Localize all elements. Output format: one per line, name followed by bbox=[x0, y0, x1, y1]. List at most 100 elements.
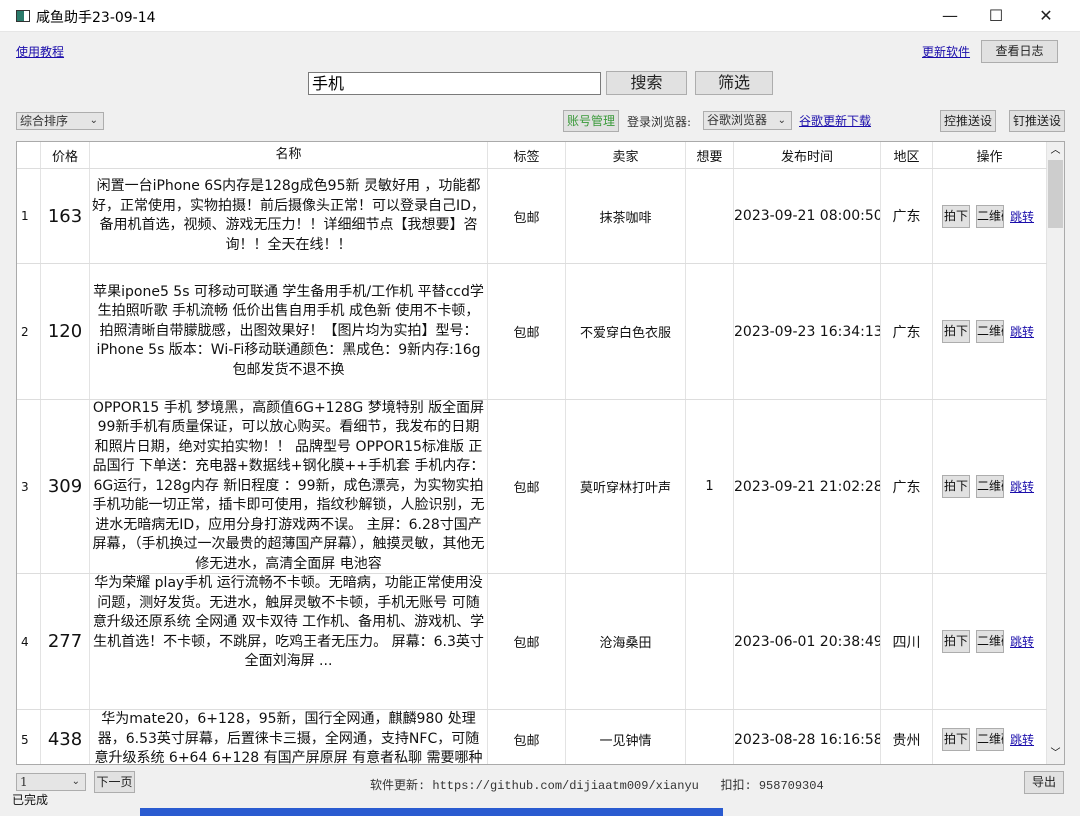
seller: 莫听穿林打叶声 bbox=[566, 400, 686, 573]
header-name[interactable]: 名称 bbox=[90, 142, 488, 168]
jump-link[interactable]: 跳转 bbox=[1010, 325, 1035, 339]
header-time[interactable]: 发布时间 bbox=[734, 142, 881, 168]
filter-button[interactable]: 筛选 bbox=[695, 71, 773, 95]
region: 贵州 bbox=[881, 710, 933, 764]
seller: 抹茶咖啡 bbox=[566, 169, 686, 263]
item-name: 华为mate20，6+128，95新，国行全网通，麒麟980 处理器，6.53英… bbox=[90, 710, 488, 764]
item-name: OPPOR15 手机 梦境黑，高颜值6G+128G 梦境特别 版全面屏99新手机… bbox=[90, 400, 488, 573]
jump-link[interactable]: 跳转 bbox=[1010, 635, 1035, 649]
browser-label: 登录浏览器: bbox=[627, 115, 692, 129]
minimize-button[interactable]: — bbox=[942, 6, 958, 25]
buy-button[interactable]: 拍下 bbox=[942, 630, 970, 653]
actions-cell: 拍下二维码跳转 bbox=[933, 264, 1047, 399]
search-input[interactable]: 手机 bbox=[308, 72, 601, 95]
row-index: 3 bbox=[17, 400, 41, 573]
tag: 包邮 bbox=[488, 710, 566, 764]
push-settings-button-2[interactable]: 钉推送设 bbox=[1009, 110, 1065, 132]
tag: 包邮 bbox=[488, 400, 566, 573]
table-row[interactable]: 1 163 闲置一台iPhone 6S内存是128g成色95新 灵敏好用 ，功能都好… bbox=[17, 169, 1047, 264]
want-count bbox=[686, 710, 734, 764]
qr-code-button[interactable]: 二维码 bbox=[976, 728, 1004, 751]
header-tag[interactable]: 标签 bbox=[488, 142, 566, 168]
app-icon bbox=[16, 10, 30, 22]
next-page-button[interactable]: 下一页 bbox=[94, 771, 135, 793]
scrollbar-thumb[interactable] bbox=[1048, 160, 1063, 228]
tag: 包邮 bbox=[488, 574, 566, 709]
jump-link[interactable]: 跳转 bbox=[1010, 733, 1035, 747]
region: 四川 bbox=[881, 574, 933, 709]
export-button[interactable]: 导出 bbox=[1024, 771, 1064, 794]
scroll-up-icon[interactable]: ︿ bbox=[1050, 145, 1061, 156]
account-management-button[interactable]: 账号管理 bbox=[563, 110, 619, 132]
header-seller[interactable]: 卖家 bbox=[566, 142, 686, 168]
sort-select-value: 综合排序 bbox=[20, 114, 69, 128]
qr-code-button[interactable]: 二维码 bbox=[976, 204, 1004, 228]
browser-select[interactable]: 谷歌浏览器 ⌄ bbox=[703, 111, 792, 130]
actions-cell: 拍下二维码跳转 bbox=[933, 574, 1047, 709]
update-software-link[interactable]: 更新软件 bbox=[922, 45, 971, 59]
header-region[interactable]: 地区 bbox=[881, 142, 933, 168]
chevron-down-icon: ⌄ bbox=[71, 776, 80, 787]
publish-time: 2023-08-28 16:16:58 bbox=[734, 710, 881, 764]
status-text: 已完成 bbox=[12, 793, 49, 807]
buy-button[interactable]: 拍下 bbox=[942, 320, 970, 343]
row-index: 4 bbox=[17, 574, 41, 709]
table-row[interactable]: 5 438 华为mate20，6+128，95新，国行全网通，麒麟980 处理器，6… bbox=[17, 710, 1047, 764]
item-name: 华为荣耀 play手机 运行流畅不卡顿。无暗病，功能正常使用没问题，测好发货。无… bbox=[90, 574, 488, 709]
tutorial-link[interactable]: 使用教程 bbox=[16, 45, 65, 59]
publish-time: 2023-09-21 21:02:28 bbox=[734, 400, 881, 573]
region: 广东 bbox=[881, 169, 933, 263]
table-header: 价格 名称 标签 卖家 想要 发布时间 地区 操作 bbox=[17, 142, 1047, 169]
header-price[interactable]: 价格 bbox=[41, 142, 90, 168]
price: 277 bbox=[41, 574, 90, 709]
header-want[interactable]: 想要 bbox=[686, 142, 734, 168]
want-count bbox=[686, 169, 734, 263]
want-count: 1 bbox=[686, 400, 734, 573]
maximize-button[interactable]: ☐ bbox=[988, 6, 1004, 25]
want-count bbox=[686, 574, 734, 709]
price: 120 bbox=[41, 264, 90, 399]
buy-button[interactable]: 拍下 bbox=[942, 204, 970, 228]
publish-time: 2023-09-21 08:00:50 bbox=[734, 169, 881, 263]
buy-button[interactable]: 拍下 bbox=[942, 728, 970, 751]
seller: 不爱穿白色衣服 bbox=[566, 264, 686, 399]
publish-time: 2023-06-01 20:38:49 bbox=[734, 574, 881, 709]
tag: 包邮 bbox=[488, 264, 566, 399]
scroll-down-icon[interactable]: ﹀ bbox=[1050, 748, 1061, 759]
page-select[interactable]: 1 ⌄ bbox=[16, 773, 86, 791]
search-button[interactable]: 搜索 bbox=[606, 71, 687, 95]
chrome-download-link[interactable]: 谷歌更新下载 bbox=[799, 114, 872, 128]
seller: 一见钟情 bbox=[566, 710, 686, 764]
view-log-button[interactable]: 查看日志 bbox=[981, 40, 1058, 63]
vertical-scrollbar[interactable]: ︿ ﹀ bbox=[1047, 142, 1064, 764]
region: 广东 bbox=[881, 400, 933, 573]
buy-button[interactable]: 拍下 bbox=[942, 475, 970, 498]
background-window bbox=[140, 808, 723, 816]
browser-select-value: 谷歌浏览器 bbox=[707, 113, 768, 127]
push-settings-button-1[interactable]: 控推送设 bbox=[940, 110, 996, 132]
qr-code-button[interactable]: 二维码 bbox=[976, 630, 1004, 653]
jump-link[interactable]: 跳转 bbox=[1010, 209, 1035, 224]
sort-select[interactable]: 综合排序 ⌄ bbox=[16, 112, 104, 130]
table-row[interactable]: 2 120 苹果ipone5 5s 可移动可联通 学生备用手机/工作机 平替ccd学… bbox=[17, 264, 1047, 400]
header-index bbox=[17, 142, 41, 168]
header-actions[interactable]: 操作 bbox=[933, 142, 1047, 168]
row-index: 2 bbox=[17, 264, 41, 399]
qr-code-button[interactable]: 二维码 bbox=[976, 320, 1004, 343]
actions-cell: 拍下二维码跳转 bbox=[933, 169, 1047, 263]
table-row[interactable]: 4 277 华为荣耀 play手机 运行流畅不卡顿。无暗病，功能正常使用没问题，测好… bbox=[17, 574, 1047, 710]
seller: 沧海桑田 bbox=[566, 574, 686, 709]
qr-code-button[interactable]: 二维码 bbox=[976, 475, 1004, 498]
chevron-down-icon: ⌄ bbox=[89, 115, 98, 126]
jump-link[interactable]: 跳转 bbox=[1010, 480, 1035, 494]
table-row[interactable]: 3 309 OPPOR15 手机 梦境黑，高颜值6G+128G 梦境特别 版全面屏9… bbox=[17, 400, 1047, 574]
chevron-down-icon: ⌄ bbox=[777, 115, 786, 126]
price: 163 bbox=[41, 169, 90, 263]
page-select-value: 1 bbox=[20, 775, 28, 789]
results-table: 价格 名称 标签 卖家 想要 发布时间 地区 操作 1 163 闲置一台iPhone… bbox=[16, 141, 1065, 765]
tag: 包邮 bbox=[488, 169, 566, 263]
row-index: 1 bbox=[17, 169, 41, 263]
update-info-text: 软件更新: https://github.com/dijiaatm009/xia… bbox=[370, 779, 824, 793]
close-button[interactable]: ✕ bbox=[1039, 6, 1053, 25]
actions-cell: 拍下二维码跳转 bbox=[933, 400, 1047, 573]
